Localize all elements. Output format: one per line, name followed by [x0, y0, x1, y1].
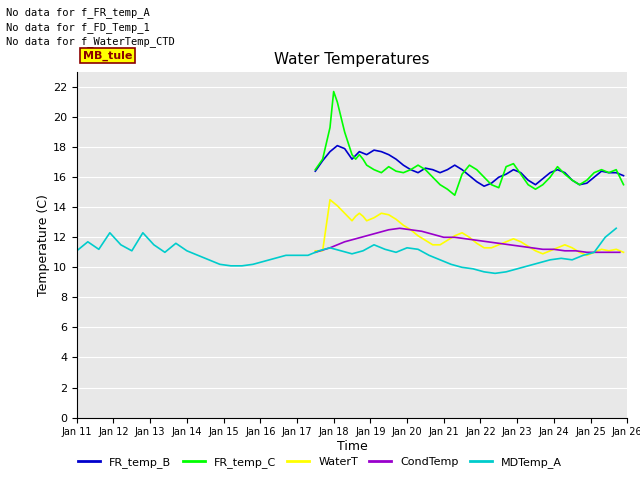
Y-axis label: Temperature (C): Temperature (C)	[37, 194, 50, 296]
Legend: FR_temp_B, FR_temp_C, WaterT, CondTemp, MDTemp_A: FR_temp_B, FR_temp_C, WaterT, CondTemp, …	[74, 452, 566, 472]
X-axis label: Time: Time	[337, 440, 367, 453]
Text: No data for f_FD_Temp_1: No data for f_FD_Temp_1	[6, 22, 150, 33]
Text: No data for f_WaterTemp_CTD: No data for f_WaterTemp_CTD	[6, 36, 175, 47]
Title: Water Temperatures: Water Temperatures	[275, 52, 429, 67]
Text: MB_tule: MB_tule	[83, 50, 132, 60]
Text: No data for f_FR_temp_A: No data for f_FR_temp_A	[6, 7, 150, 18]
